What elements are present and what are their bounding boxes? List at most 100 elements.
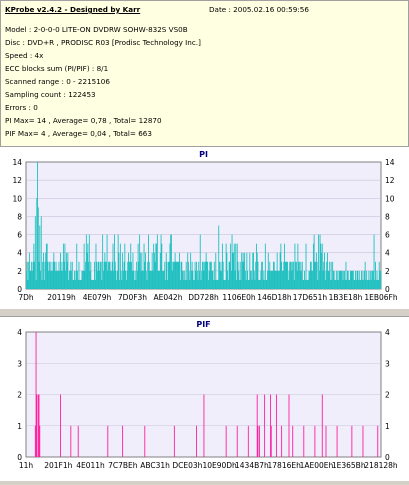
pi-bar [279, 252, 281, 289]
pi-bar [31, 261, 33, 289]
pi-bar [94, 279, 96, 289]
pi-bar [184, 270, 186, 289]
pi-bar [327, 270, 329, 289]
pi-bar [150, 270, 152, 289]
pi-bar [107, 270, 109, 289]
pi-bar [268, 270, 270, 289]
pif-bar [325, 425, 327, 457]
pi-bar [86, 252, 88, 289]
pi-bar [63, 261, 65, 289]
pi-bar [57, 270, 59, 289]
pi-bar [87, 243, 89, 289]
pi-bar [176, 261, 178, 289]
pi-bar [222, 261, 224, 289]
pi-bar [221, 270, 223, 289]
pi-bar [291, 270, 293, 289]
pi-bar [296, 270, 298, 289]
pi-bar [131, 270, 133, 289]
pi-bar [181, 261, 183, 289]
pi-bar [152, 270, 154, 289]
pi-bar [344, 270, 345, 289]
pi-bar [117, 234, 119, 289]
pi-bar [89, 270, 91, 289]
pi-bar [226, 252, 228, 289]
pif-bar [288, 394, 290, 457]
pi-bar [27, 279, 29, 289]
pi-bar [185, 279, 186, 289]
pi-bar [378, 261, 380, 289]
pi-bar [280, 243, 282, 289]
pi-bar [159, 270, 161, 289]
pi-bar [372, 270, 374, 289]
pi-bar [179, 279, 181, 289]
pi-bar [309, 270, 311, 289]
pi-bar [111, 261, 113, 289]
pif-ytick-left-0: 0 [17, 453, 22, 462]
pi-bar [339, 270, 341, 289]
pi-bar [108, 261, 110, 289]
pi-bar [172, 261, 174, 289]
pi-bar [65, 252, 67, 289]
pi-bar [301, 270, 303, 289]
pi-bar [115, 270, 117, 289]
pi-xtick-2: 4E079h [83, 293, 112, 302]
pi-bar [128, 252, 129, 289]
pi-bar [275, 270, 277, 289]
pif-xtick-11: 218128h [364, 461, 398, 470]
pif-ytick-left-1: 1 [17, 422, 22, 431]
pi-bar [168, 261, 170, 289]
pi-xtick-1: 20119h [47, 293, 76, 302]
pi-bar [180, 261, 182, 289]
pi-bar [200, 279, 202, 289]
pi-bar [165, 279, 166, 289]
pi-bar [250, 270, 252, 289]
pi-bar [171, 270, 173, 289]
pi-bar [207, 279, 209, 289]
pi-bar [230, 270, 232, 289]
pi-ytick-left-14: 14 [12, 158, 22, 167]
pi-bar [336, 279, 338, 289]
pi-bar [304, 279, 306, 289]
pi-bar [34, 261, 36, 289]
pi-bar [83, 243, 85, 289]
pi-bar [219, 261, 220, 289]
pi-bar [298, 261, 300, 289]
pi-bar [198, 261, 200, 289]
info-ecc-sum: ECC blocks sum (PI/PIF) : 8/1 [5, 64, 109, 73]
pi-bar [96, 261, 98, 289]
pi-bar [216, 279, 217, 289]
pif-bar [321, 394, 323, 457]
pi-bar [333, 270, 335, 289]
pi-bar [199, 270, 200, 289]
pi-bar [284, 261, 286, 289]
pi-bar [101, 279, 103, 289]
pi-bar [106, 234, 108, 289]
pi-bar [227, 270, 229, 289]
pi-bar [243, 261, 245, 289]
pif-bar [39, 425, 41, 457]
pi-bar [148, 261, 150, 289]
pi-bar [352, 270, 354, 289]
pif-bar [144, 425, 146, 457]
pi-bar [73, 279, 75, 289]
pi-bar [312, 270, 314, 289]
pi-bar [43, 279, 45, 289]
pi-ytick-right-0: 0 [385, 285, 390, 294]
pi-bar [118, 252, 120, 289]
pi-xtick-10: 1EB06Fh [364, 293, 398, 302]
pi-bar [340, 270, 342, 289]
pi-bar [253, 270, 255, 289]
pi-bar [102, 234, 104, 289]
pif-chart-title: PIF [196, 320, 210, 329]
pi-bar [49, 270, 51, 289]
pi-bar [158, 270, 160, 289]
pi-bar [282, 270, 284, 289]
pi-ytick-left-4: 4 [17, 249, 22, 258]
pif-bar [314, 425, 316, 457]
pi-bar [193, 279, 195, 289]
pi-bar [217, 279, 219, 289]
pi-bar [154, 261, 156, 289]
pi-bar [250, 270, 251, 289]
pi-bar [238, 270, 240, 289]
pi-bar [129, 261, 131, 289]
